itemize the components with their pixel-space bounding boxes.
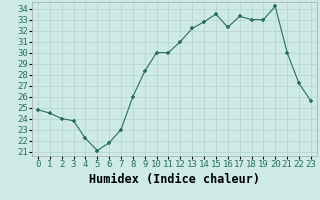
X-axis label: Humidex (Indice chaleur): Humidex (Indice chaleur) [89,173,260,186]
